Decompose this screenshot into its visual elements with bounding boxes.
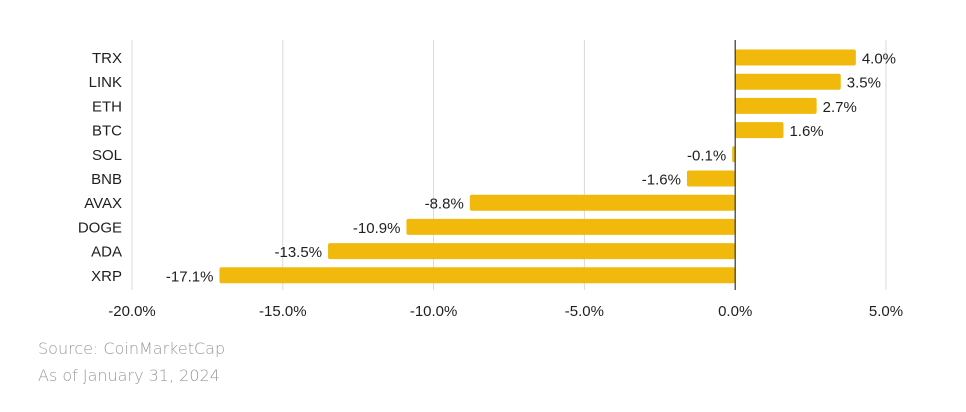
bars <box>219 49 856 284</box>
x-tick-label: 5.0% <box>869 303 903 320</box>
bar-ada <box>328 243 736 260</box>
bar-link <box>735 73 841 90</box>
date-note: As of January 31, 2024 <box>38 366 220 385</box>
x-tick-label: -10.0% <box>410 303 458 320</box>
bar-eth <box>735 97 817 114</box>
value-label: 1.6% <box>789 123 823 140</box>
bar-btc <box>735 122 784 139</box>
category-label: XRP <box>91 268 122 285</box>
value-label: -17.1% <box>166 268 214 285</box>
category-label: ADA <box>91 244 122 261</box>
category-label: TRX <box>92 50 122 67</box>
x-tick-label: -15.0% <box>259 303 307 320</box>
category-label: ETH <box>92 98 122 115</box>
category-label: DOGE <box>78 219 122 236</box>
value-label: -8.8% <box>425 196 464 213</box>
value-label: 4.0% <box>862 51 896 68</box>
value-label: -1.6% <box>642 172 681 189</box>
category-label: AVAX <box>84 195 122 212</box>
bar-doge <box>406 218 736 235</box>
value-label: -10.9% <box>353 220 401 237</box>
x-tick-label: 0.0% <box>718 303 752 320</box>
source-note: Source: CoinMarketCap <box>38 339 226 358</box>
category-label: LINK <box>89 74 122 91</box>
bar-bnb <box>686 170 736 187</box>
bar-avax <box>469 194 736 211</box>
value-label: 3.5% <box>847 75 881 92</box>
value-label: -13.5% <box>275 244 323 261</box>
bar-xrp <box>219 267 736 284</box>
category-label: BTC <box>92 123 122 140</box>
category-labels: TRX LINK ETH BTC SOL BNB AVAX DOGE ADA XRP <box>78 50 122 285</box>
bar-trx <box>735 49 856 66</box>
bar-sol <box>732 146 736 163</box>
value-label: 2.7% <box>823 99 857 116</box>
x-tick-label: -20.0% <box>108 303 156 320</box>
value-label: -0.1% <box>687 147 726 164</box>
category-label: SOL <box>92 147 122 164</box>
x-tick-label: -5.0% <box>565 303 604 320</box>
x-axis-tick-labels: -20.0% -15.0% -10.0% -5.0% 0.0% 5.0% <box>108 303 903 320</box>
category-label: BNB <box>91 171 122 188</box>
value-labels: 4.0% 3.5% 2.7%1.6% -0.1% -1.6% -8.8% -10.9% -13… <box>166 51 896 286</box>
